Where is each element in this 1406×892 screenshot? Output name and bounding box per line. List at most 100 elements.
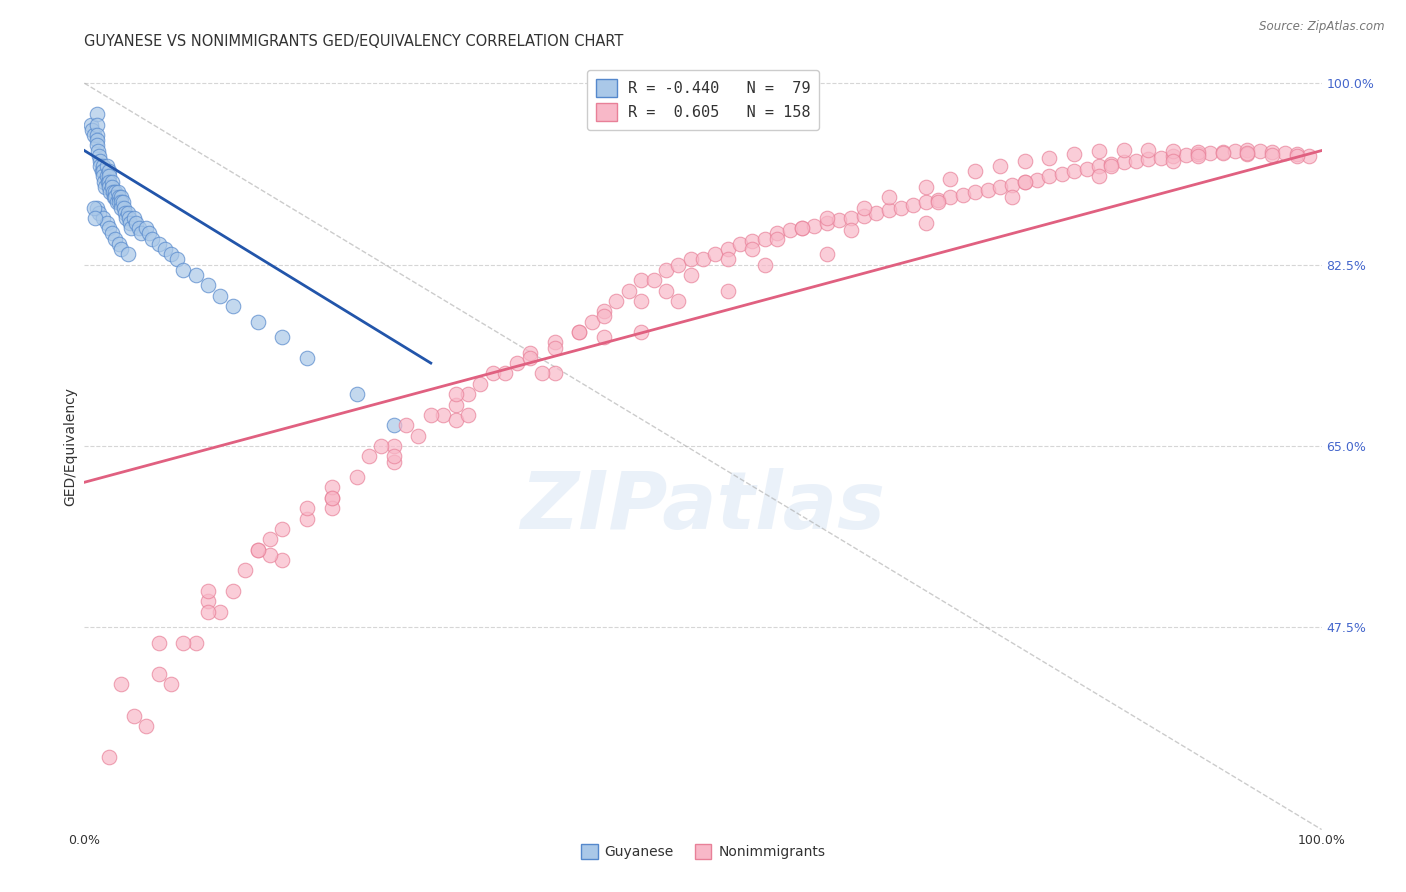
- Point: [408, 428, 430, 442]
- Point: [120, 216, 142, 230]
- Point: [89, 159, 111, 173]
- Point: [617, 284, 640, 298]
- Point: [841, 211, 863, 225]
- Point: [259, 548, 281, 562]
- Point: [98, 179, 121, 194]
- Point: [754, 232, 776, 246]
- Point: [86, 107, 108, 121]
- Point: [382, 418, 405, 433]
- Point: [1014, 153, 1036, 168]
- Point: [1285, 149, 1308, 163]
- Point: [83, 201, 105, 215]
- Point: [197, 594, 219, 608]
- Point: [1236, 146, 1258, 161]
- Point: [346, 470, 368, 484]
- Point: [470, 376, 492, 391]
- Point: [1026, 172, 1049, 186]
- Point: [679, 252, 702, 267]
- Point: [630, 293, 652, 308]
- Point: [1088, 169, 1111, 184]
- Point: [1038, 151, 1060, 165]
- Point: [233, 563, 256, 577]
- Point: [129, 227, 152, 241]
- Point: [135, 221, 157, 235]
- Point: [692, 252, 714, 267]
- Point: [110, 242, 132, 256]
- Point: [86, 128, 108, 142]
- Point: [766, 232, 789, 246]
- Point: [605, 293, 627, 308]
- Point: [96, 159, 118, 173]
- Point: [209, 605, 232, 619]
- Point: [1088, 159, 1111, 173]
- Point: [1199, 145, 1222, 160]
- Point: [107, 185, 129, 199]
- Point: [914, 195, 936, 210]
- Point: [568, 325, 591, 339]
- Point: [754, 258, 776, 272]
- Point: [457, 387, 479, 401]
- Point: [779, 223, 801, 237]
- Point: [1187, 146, 1209, 161]
- Point: [1150, 151, 1173, 165]
- Point: [105, 195, 128, 210]
- Point: [494, 367, 516, 381]
- Y-axis label: GED/Equivalency: GED/Equivalency: [63, 386, 77, 506]
- Point: [1249, 144, 1271, 158]
- Point: [160, 247, 183, 261]
- Point: [1125, 153, 1147, 168]
- Point: [1212, 145, 1234, 160]
- Point: [790, 221, 813, 235]
- Point: [321, 480, 343, 494]
- Point: [271, 330, 294, 344]
- Point: [543, 341, 565, 355]
- Point: [666, 258, 689, 272]
- Point: [321, 501, 343, 516]
- Point: [197, 278, 219, 293]
- Point: [679, 268, 702, 282]
- Point: [370, 439, 392, 453]
- Point: [1137, 143, 1160, 157]
- Point: [100, 175, 122, 189]
- Point: [117, 206, 139, 220]
- Point: [87, 144, 110, 158]
- Point: [939, 190, 962, 204]
- Point: [927, 195, 949, 210]
- Point: [98, 185, 121, 199]
- Point: [153, 242, 176, 256]
- Point: [1137, 152, 1160, 166]
- Point: [741, 234, 763, 248]
- Point: [86, 201, 108, 215]
- Point: [655, 284, 678, 298]
- Point: [939, 171, 962, 186]
- Point: [118, 211, 141, 225]
- Point: [98, 164, 121, 178]
- Point: [1099, 159, 1122, 173]
- Point: [988, 159, 1011, 173]
- Point: [122, 708, 145, 723]
- Point: [111, 195, 134, 210]
- Point: [246, 542, 269, 557]
- Point: [728, 236, 751, 251]
- Point: [98, 750, 121, 764]
- Point: [1099, 157, 1122, 171]
- Point: [815, 211, 838, 225]
- Point: [184, 268, 207, 282]
- Point: [444, 387, 467, 401]
- Point: [197, 605, 219, 619]
- Point: [160, 677, 183, 691]
- Point: [852, 209, 875, 223]
- Point: [914, 216, 936, 230]
- Point: [1063, 146, 1085, 161]
- Point: [271, 553, 294, 567]
- Point: [965, 185, 987, 199]
- Point: [346, 387, 368, 401]
- Point: [209, 288, 232, 302]
- Point: [148, 636, 170, 650]
- Point: [83, 128, 105, 142]
- Point: [91, 164, 114, 178]
- Point: [135, 719, 157, 733]
- Point: [101, 185, 124, 199]
- Point: [89, 149, 111, 163]
- Point: [741, 242, 763, 256]
